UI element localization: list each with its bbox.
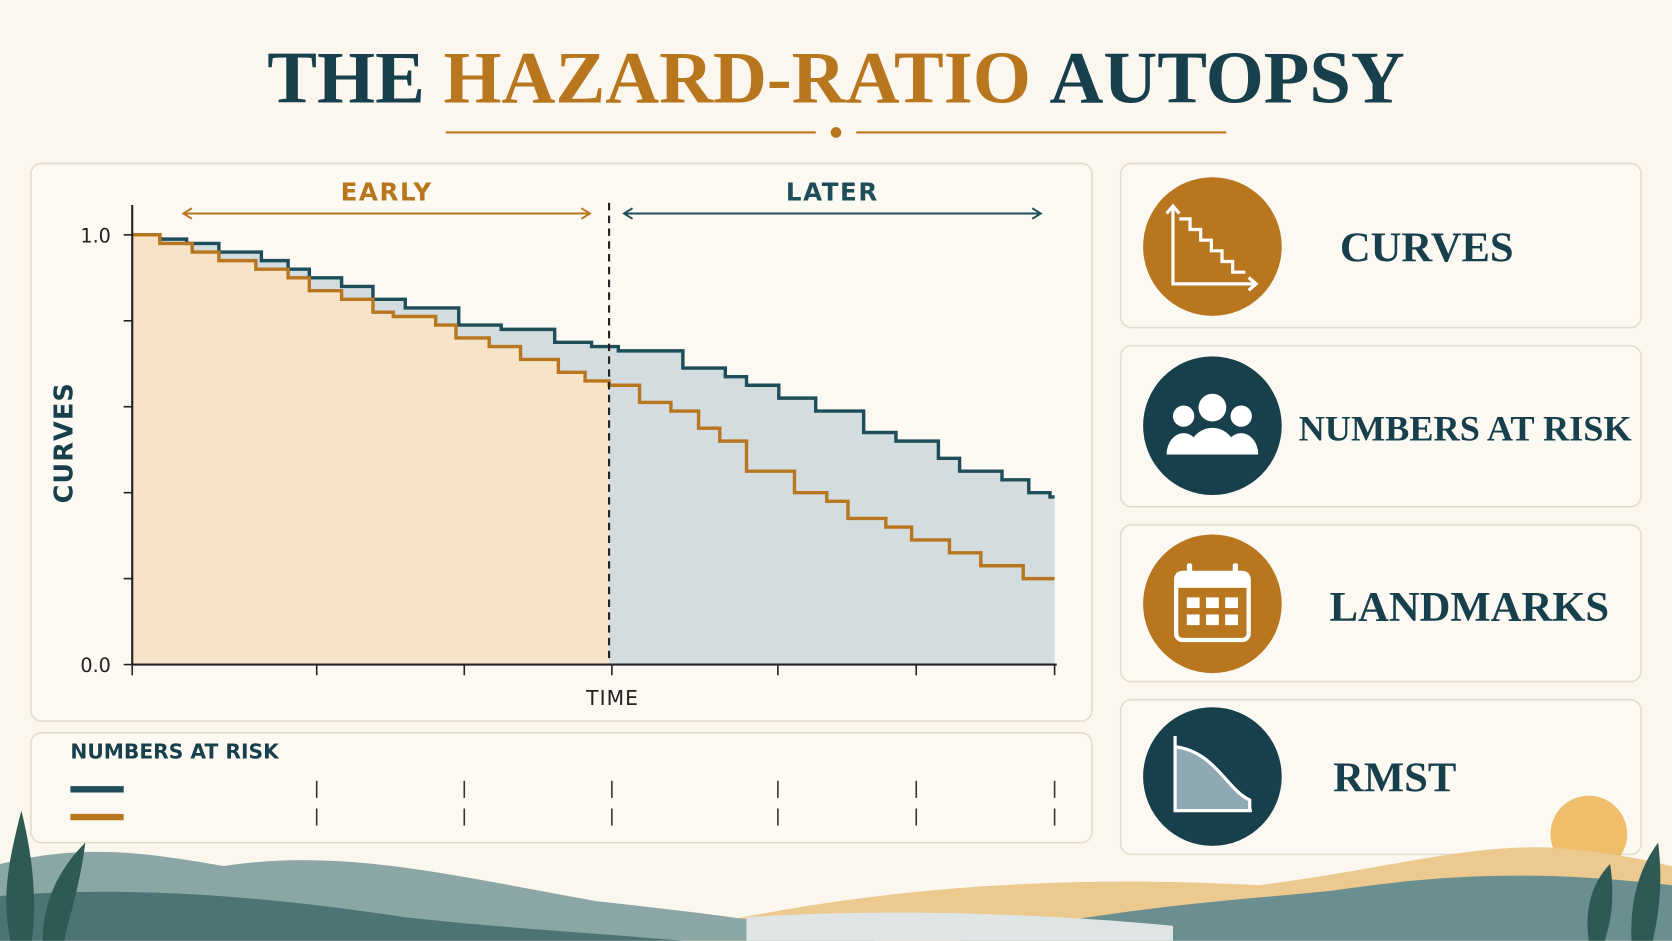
card-label: LANDMARKS	[1330, 584, 1610, 631]
rmst-icon	[1173, 736, 1252, 813]
card-icon	[1143, 356, 1282, 496]
arrow-head	[622, 207, 634, 220]
survival-line	[132, 233, 1055, 581]
y-axis-label: CURVES	[50, 382, 80, 503]
landscape	[0, 795, 1672, 941]
period-label: LATER	[786, 178, 879, 207]
area	[132, 234, 610, 665]
period-label: EARLY	[341, 178, 433, 207]
calendar-icon	[1174, 563, 1251, 643]
y-tick-label: 1.0	[80, 224, 111, 247]
title-part: THE	[267, 37, 425, 120]
survival-line	[132, 233, 1055, 499]
title-part: HAZARD-RATIO	[444, 37, 1031, 120]
card: LANDMARKS	[1119, 524, 1642, 683]
title-part: AUTOPSY	[1050, 37, 1405, 120]
arrow-head	[1031, 207, 1043, 220]
people-icon	[1166, 393, 1259, 455]
arrow-head	[181, 207, 193, 220]
card: CURVES	[1119, 162, 1642, 329]
risk-panel	[30, 732, 1093, 844]
risk-rows	[70, 780, 1056, 826]
title-dot	[830, 127, 842, 138]
card-label: NUMBERS AT RISK	[1299, 409, 1632, 449]
card-label: CURVES	[1340, 225, 1514, 272]
curve-icon	[1165, 203, 1259, 292]
y-tick-label: 0.0	[80, 654, 111, 677]
x-axis-label: TIME	[585, 686, 639, 710]
title: THE HAZARD-RATIO AUTOPSY	[267, 37, 1405, 120]
card: NUMBERS AT RISK	[1119, 344, 1642, 508]
card: RMST	[1119, 698, 1642, 856]
arrow-head	[580, 207, 592, 220]
chart: EARLY LATER 0.0 1.0 TIME CURVES	[50, 178, 1057, 710]
risk-title: NUMBERS AT RISK	[70, 739, 280, 763]
card-label: RMST	[1333, 754, 1456, 801]
